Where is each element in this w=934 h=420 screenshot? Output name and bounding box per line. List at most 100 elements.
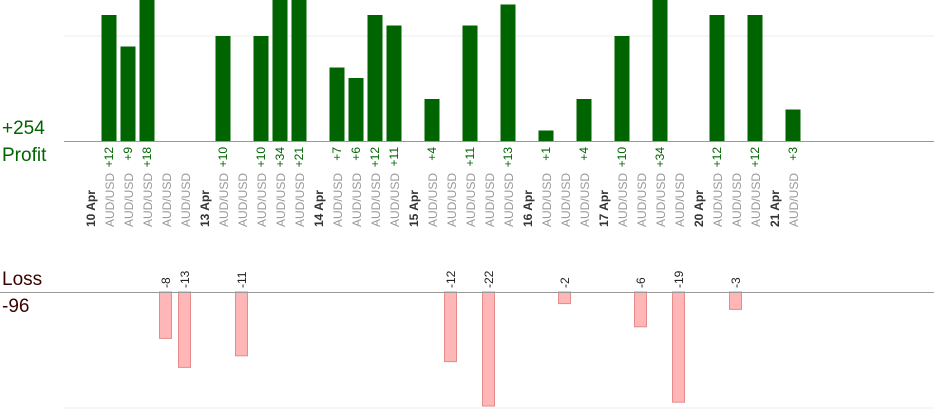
profit-value-label: +10	[254, 147, 268, 168]
pair-label: AUD/USD	[122, 173, 136, 227]
pair-label: AUD/USD	[483, 173, 497, 227]
profit-value-label: +18	[140, 147, 154, 168]
profit-bar	[614, 36, 630, 141]
profit-bar	[747, 15, 763, 141]
loss-bar	[729, 291, 742, 310]
pair-label: AUD/USD	[616, 173, 630, 227]
value-labels: +12 +9 +18 -8 -13 +10 -11 +10 +34 +21 +7 +6 +12 +11 +4…	[102, 147, 800, 288]
loss-value-label: -6	[634, 277, 648, 288]
profit-value-label: +10	[216, 147, 230, 168]
profit-value-label: +11	[463, 147, 477, 167]
loss-bar	[634, 291, 647, 328]
date-label: 10 Apr	[84, 190, 98, 227]
loss-bar	[159, 291, 172, 339]
loss-bar	[672, 291, 685, 403]
pair-label: AUD/USD	[464, 173, 478, 227]
date-label: 20 Apr	[692, 190, 706, 227]
date-label: 21 Apr	[768, 190, 782, 227]
date-label: 15 Apr	[407, 190, 421, 227]
pair-label: AUD/USD	[179, 173, 193, 227]
profit-value-label: +4	[577, 147, 591, 161]
pair-label: AUD/USD	[350, 173, 364, 227]
profit-value-label: +34	[273, 147, 287, 168]
pair-label: AUD/USD	[331, 173, 345, 227]
pair-label: AUD/USD	[673, 173, 687, 227]
pair-label: AUD/USD	[160, 173, 174, 227]
profit-bar	[291, 0, 307, 141]
profit-value-label: +7	[330, 147, 344, 161]
pair-label: AUD/USD	[369, 173, 383, 227]
profit-bar	[652, 0, 668, 141]
profit-bar	[348, 78, 364, 141]
date-label: 16 Apr	[521, 190, 535, 227]
pair-label: AUD/USD	[749, 173, 763, 227]
profit-value-label: +3	[786, 147, 800, 161]
profit-bar	[462, 25, 478, 141]
pair-label: AUD/USD	[635, 173, 649, 227]
profit-value-label: +12	[710, 147, 724, 168]
date-label: 14 Apr	[312, 190, 326, 227]
profit-value-label: +21	[292, 147, 306, 168]
category-labels: 10 Apr AUD/USD AUD/USD AUD/USD AUD/USD AUD/US…	[84, 173, 801, 227]
date-label: 17 Apr	[597, 190, 611, 227]
loss-bar	[482, 291, 495, 407]
profit-bar	[139, 0, 155, 141]
pair-label: AUD/USD	[426, 173, 440, 227]
profit-value-label: +12	[102, 147, 116, 168]
pair-label: AUD/USD	[274, 173, 288, 227]
profit-value-label: +6	[349, 147, 363, 161]
loss-value-label: -19	[672, 270, 686, 288]
loss-bar	[235, 291, 248, 357]
gridlines	[64, 35, 934, 409]
profit-value-label: +1	[539, 147, 553, 161]
profit-bar	[386, 25, 402, 141]
profit-bar	[709, 15, 725, 141]
profit-value-label: +12	[368, 147, 382, 168]
profit-bar	[424, 99, 440, 141]
profit-value-label: +4	[425, 147, 439, 161]
pair-label: AUD/USD	[711, 173, 725, 227]
pair-label: AUD/USD	[255, 173, 269, 227]
pair-label: AUD/USD	[730, 173, 744, 227]
profit-bar	[120, 46, 136, 141]
loss-label: Loss	[2, 269, 43, 290]
loss-value-label: -11	[235, 271, 249, 288]
profit-bar	[576, 99, 592, 141]
pair-label: AUD/USD	[787, 173, 801, 227]
pair-label: AUD/USD	[445, 173, 459, 227]
pair-label: AUD/USD	[141, 173, 155, 227]
pair-label: AUD/USD	[388, 173, 402, 227]
loss-value-label: -2	[558, 277, 572, 288]
loss-value-label: -22	[482, 270, 496, 288]
baselines	[0, 141, 934, 293]
pair-label: AUD/USD	[559, 173, 573, 227]
profit-bar	[329, 67, 345, 141]
profit-bar	[500, 4, 516, 141]
profit-value-label: +12	[748, 147, 762, 168]
pair-label: AUD/USD	[293, 173, 307, 227]
profit-bar	[272, 0, 288, 141]
profit-value-label: +9	[121, 147, 135, 161]
profit-bar	[538, 130, 554, 141]
date-label: 13 Apr	[198, 190, 212, 227]
loss-bar	[444, 291, 457, 363]
profit-bar	[367, 15, 383, 141]
pair-label: AUD/USD	[540, 173, 554, 227]
loss-total: -96	[2, 296, 30, 317]
profit-value-label: +10	[615, 147, 629, 168]
pair-label: AUD/USD	[103, 173, 117, 227]
loss-value-label: -8	[159, 277, 173, 288]
profit-value-label: +34	[653, 147, 667, 168]
loss-value-label: -13	[178, 270, 192, 288]
profit-label: Profit	[2, 145, 47, 166]
pair-label: AUD/USD	[502, 173, 516, 227]
loss-bar	[178, 291, 191, 368]
pair-label: AUD/USD	[578, 173, 592, 227]
profit-total: +254	[2, 118, 45, 139]
profit-bar	[253, 36, 269, 141]
pair-label: AUD/USD	[217, 173, 231, 227]
profit-bar	[215, 36, 231, 141]
pair-label: AUD/USD	[654, 173, 668, 227]
profit-value-label: +13	[501, 147, 515, 168]
